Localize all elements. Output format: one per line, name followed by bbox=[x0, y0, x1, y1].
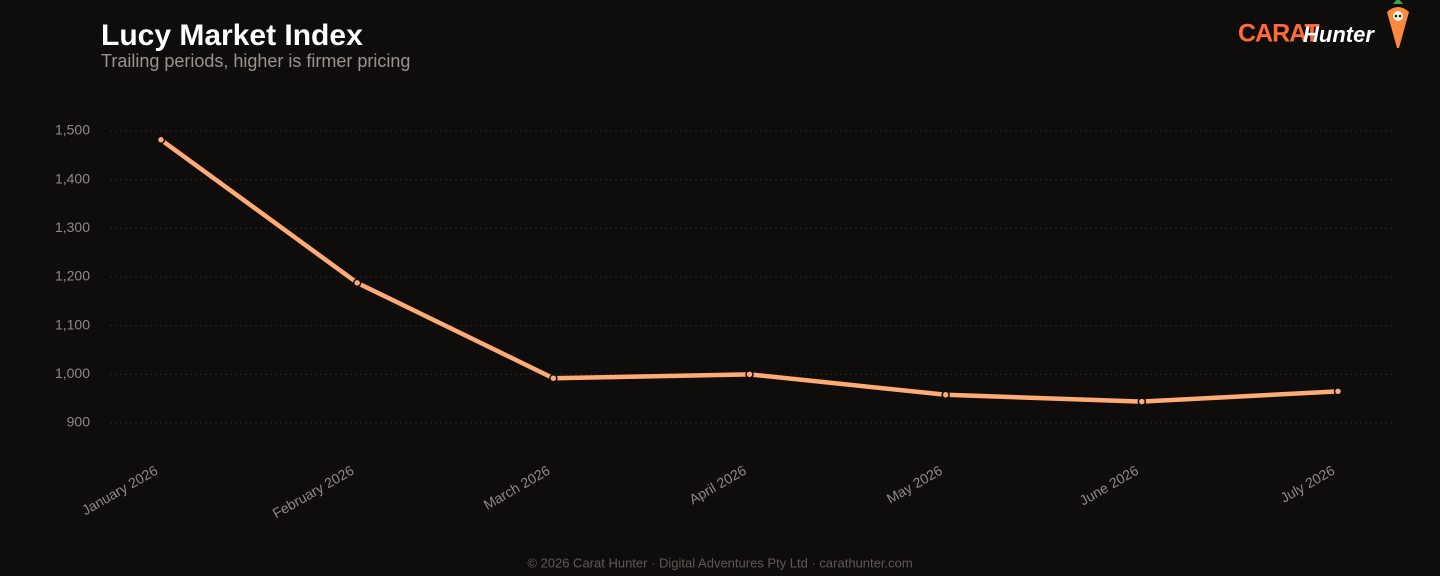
brand-name: CARAT bbox=[1238, 20, 1319, 48]
point bbox=[1333, 387, 1343, 396]
y-tick-label: 1,000 bbox=[55, 365, 90, 381]
point bbox=[352, 278, 362, 288]
footer: © 2026 Carat Hunter · Digital Adventures… bbox=[527, 555, 912, 570]
chart-title: Lucy Market Index bbox=[101, 19, 363, 52]
chart-subtitle: Trailing periods, higher is firmer prici… bbox=[101, 51, 410, 71]
point bbox=[156, 135, 166, 145]
y-tick-label: 900 bbox=[67, 414, 91, 430]
y-tick-label: 1,400 bbox=[55, 170, 90, 186]
y-tick-label: 1,200 bbox=[55, 268, 90, 284]
y-tick-label: 1,500 bbox=[55, 122, 90, 138]
brand-suffix: Hunter bbox=[1303, 22, 1375, 47]
y-tick-label: 1,300 bbox=[55, 219, 90, 235]
point bbox=[745, 370, 754, 379]
y-tick-label: 1,100 bbox=[55, 316, 90, 332]
point bbox=[941, 390, 950, 400]
point bbox=[1137, 397, 1147, 406]
brand-icon bbox=[1387, 0, 1409, 48]
point bbox=[549, 373, 558, 383]
